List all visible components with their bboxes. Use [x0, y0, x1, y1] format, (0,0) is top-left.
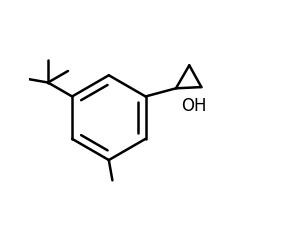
Text: OH: OH — [181, 98, 206, 115]
